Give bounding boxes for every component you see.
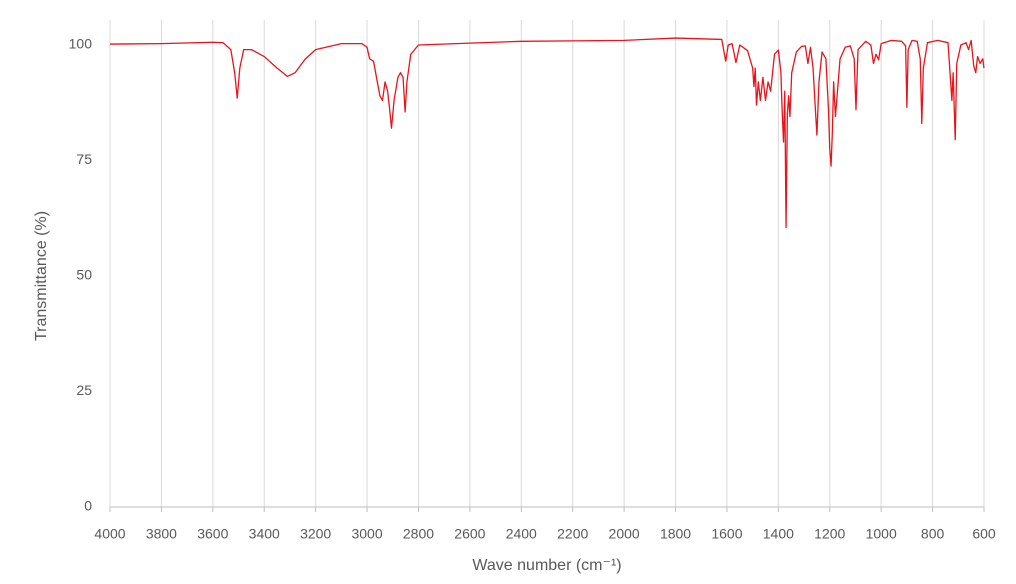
x-tick-label: 800 [921,526,945,542]
x-tick-label: 1200 [814,526,845,542]
x-tick-label: 1000 [866,526,897,542]
x-tick-label: 2400 [506,526,537,542]
y-tick-label: 25 [76,382,92,398]
x-tick-label: 3400 [249,526,280,542]
x-tick-label: 3800 [146,526,177,542]
x-axis-title: Wave number (cm⁻¹) [472,557,621,574]
x-tick-label: 1400 [763,526,794,542]
y-tick-label: 100 [69,36,93,52]
x-tick-label: 1600 [711,526,742,542]
x-tick-label: 1800 [660,526,691,542]
spectrum-line [109,37,985,229]
x-tick-label: 2200 [557,526,588,542]
x-tick-label: 600 [972,526,996,542]
x-tick-label: 2600 [454,526,485,542]
y-axis-title: Transmittance (%) [33,211,50,341]
x-tick-label: 3000 [351,526,382,542]
x-tick-label: 2000 [609,526,640,542]
y-tick-label: 50 [76,267,92,283]
y-tick-label: 0 [84,498,92,514]
x-tick-label: 3200 [300,526,331,542]
y-tick-label: 75 [76,151,92,167]
x-tick-label: 2800 [403,526,434,542]
x-tick-label: 4000 [94,526,125,542]
x-tick-label: 3600 [197,526,228,542]
